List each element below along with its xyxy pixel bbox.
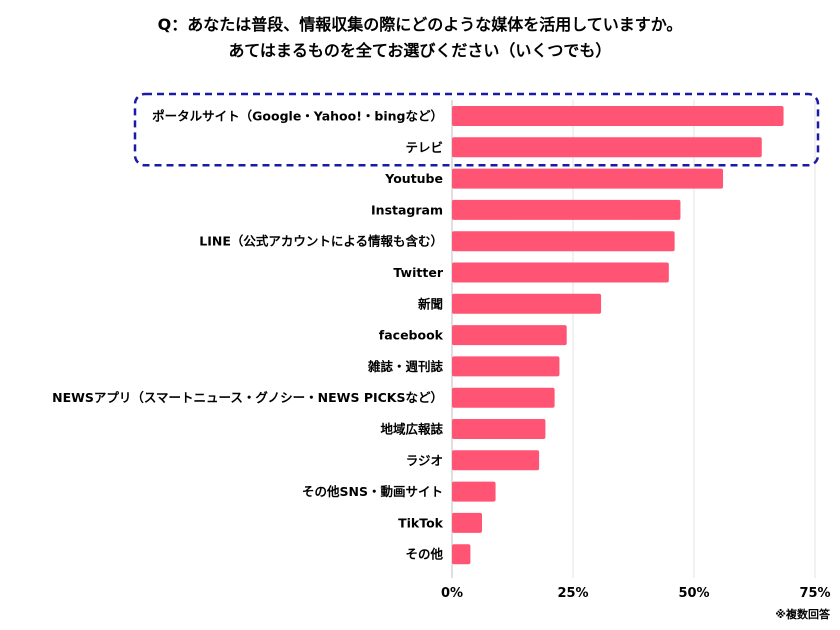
bar [452,262,669,283]
category-label: facebook [379,328,444,343]
x-tick-label: 25% [557,586,588,601]
category-label: NEWSアプリ（スマートニュース・グノシー・NEWS PICKSなど） [52,390,443,405]
bar [452,325,567,346]
category-label: ポータルサイト（Google・Yahoo!・bingなど） [152,109,443,124]
category-label: Youtube [384,171,443,186]
multiple-answer-note: ※複数回答 [775,607,831,621]
x-tick-label: 75% [799,586,830,601]
bar [452,231,675,252]
category-label: その他SNS・動画サイト [302,484,443,499]
bars [452,106,784,565]
bar [452,293,602,314]
category-label: 雑誌・週刊誌 [367,359,444,374]
bar [452,168,724,189]
chart-title: Q：あなたは普段、情報収集の際にどのような媒体を活用していますか。 あてはまるも… [158,15,683,60]
category-label: Instagram [371,202,443,217]
bar [452,199,681,220]
category-label: その他 [405,547,443,562]
bar [452,481,496,502]
chart-title-line-1: Q：あなたは普段、情報収集の際にどのような媒体を活用していますか。 [158,15,683,34]
bar [452,512,483,533]
bar [452,387,555,408]
x-axis-ticks: 0% 25% 50% 75% [441,586,831,601]
x-tick-label: 50% [678,586,709,601]
bar [452,356,560,377]
category-label: 新聞 [418,296,443,311]
category-label: 地域広報誌 [380,422,443,437]
category-label: LINE（公式アカウントによる情報も含む） [199,234,443,249]
bar [452,450,540,471]
category-label: TikTok [398,515,444,530]
bar [452,106,784,126]
bar [452,544,471,565]
chart-title-line-2: あてはまるものを全てお選びください（いくつでも） [229,41,612,60]
bar [452,419,546,439]
category-label: ラジオ [406,453,443,468]
category-label: Twitter [393,265,443,280]
x-tick-label: 0% [441,586,463,601]
category-labels: ポータルサイト（Google・Yahoo!・bingなど） テレビ Youtube I… [52,109,444,562]
category-label: テレビ [405,140,443,155]
bar [452,137,762,158]
